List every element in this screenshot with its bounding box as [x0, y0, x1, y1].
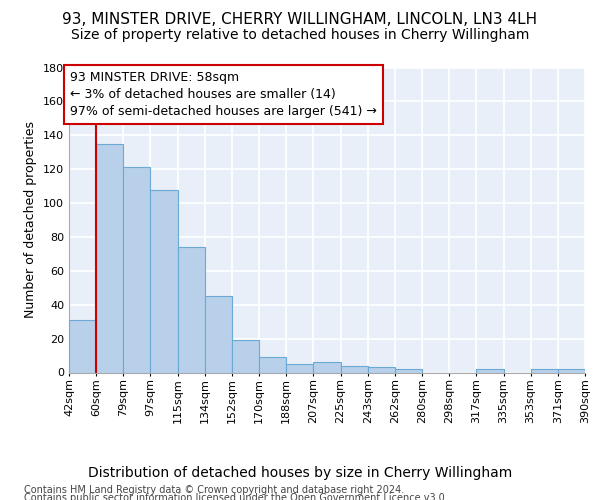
Bar [286, 364, 313, 372]
Bar [259, 357, 286, 372]
Bar [124, 168, 151, 372]
Bar [313, 362, 341, 372]
Text: 93 MINSTER DRIVE: 58sqm
← 3% of detached houses are smaller (14)
97% of semi-det: 93 MINSTER DRIVE: 58sqm ← 3% of detached… [70, 71, 377, 118]
Bar [232, 340, 259, 372]
Bar [558, 369, 585, 372]
Text: Contains public sector information licensed under the Open Government Licence v3: Contains public sector information licen… [24, 493, 448, 500]
Bar [96, 144, 124, 372]
Text: Contains HM Land Registry data © Crown copyright and database right 2024.: Contains HM Land Registry data © Crown c… [24, 485, 404, 495]
Y-axis label: Number of detached properties: Number of detached properties [25, 122, 37, 318]
Bar [205, 296, 232, 372]
Bar [476, 369, 503, 372]
Text: 93, MINSTER DRIVE, CHERRY WILLINGHAM, LINCOLN, LN3 4LH: 93, MINSTER DRIVE, CHERRY WILLINGHAM, LI… [62, 12, 538, 28]
Bar [395, 369, 422, 372]
Text: Size of property relative to detached houses in Cherry Willingham: Size of property relative to detached ho… [71, 28, 529, 42]
Bar [368, 368, 395, 372]
Bar [151, 190, 178, 372]
Bar [530, 369, 558, 372]
Bar [69, 320, 96, 372]
Bar [341, 366, 368, 372]
Text: Distribution of detached houses by size in Cherry Willingham: Distribution of detached houses by size … [88, 466, 512, 480]
Bar [178, 247, 205, 372]
